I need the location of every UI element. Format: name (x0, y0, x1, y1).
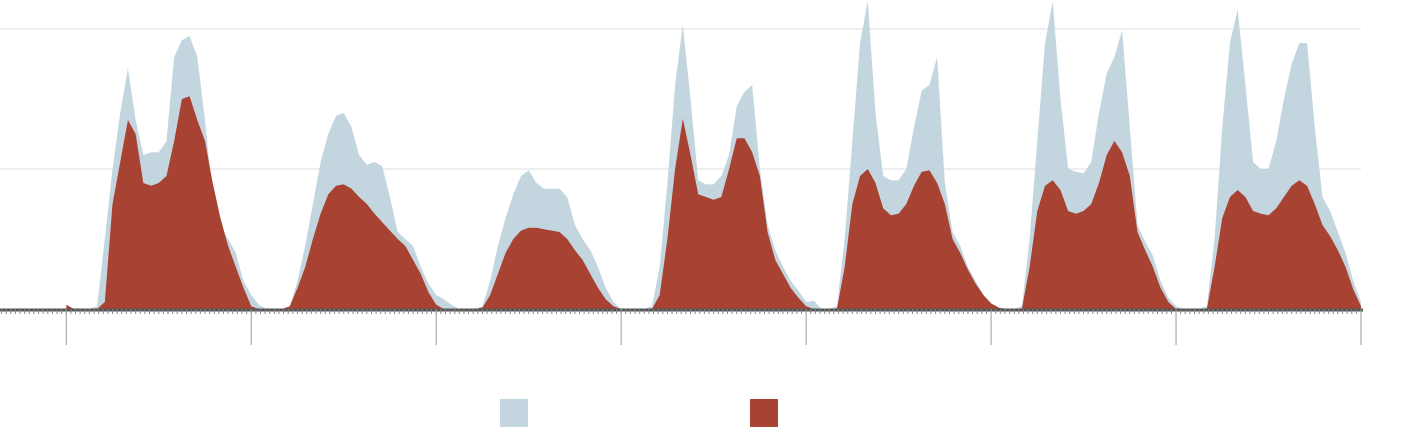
legend-swatch (750, 399, 778, 427)
legend-swatch (500, 399, 528, 427)
area (66, 96, 1361, 309)
